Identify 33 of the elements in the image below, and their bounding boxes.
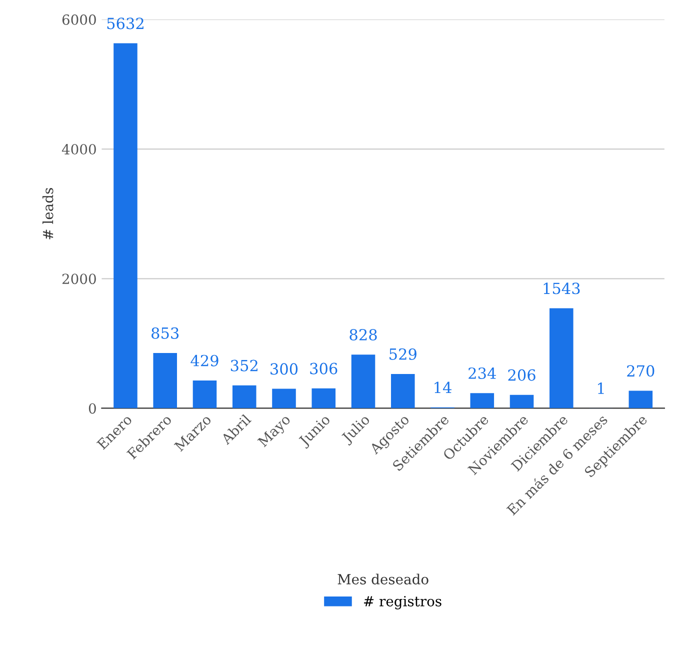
bar [390, 374, 415, 408]
y-tick-label: 2000 [62, 274, 96, 284]
bar [628, 390, 653, 408]
y-tick-label: 0 [88, 403, 96, 414]
data-label: 14 [434, 382, 452, 394]
data-label: 1543 [544, 282, 580, 294]
data-label: 234 [468, 367, 496, 380]
data-label: 306 [310, 362, 338, 374]
data-label: 352 [230, 360, 258, 372]
data-label: 828 [350, 328, 377, 341]
bar [153, 352, 177, 408]
data-label: 5632 [107, 18, 144, 30]
data-label: 270 [627, 365, 654, 377]
y-tick-label: 6000 [62, 14, 96, 25]
bar [550, 308, 574, 408]
bar [470, 393, 494, 408]
bar [192, 380, 217, 408]
data-label: 853 [152, 327, 179, 339]
bar [272, 388, 296, 408]
x-axis-title: Mes deseado [338, 574, 428, 584]
bar [510, 394, 534, 408]
y-tick-label: 4000 [62, 144, 96, 155]
data-label: 429 [190, 354, 218, 366]
bar [312, 388, 336, 408]
data-label: 1 [598, 382, 604, 394]
data-label: 300 [270, 363, 298, 375]
legend-label: # registros [364, 596, 442, 610]
y-axis-title: # leads [42, 188, 54, 240]
bar [232, 385, 256, 408]
data-label: 529 [390, 348, 416, 360]
bar [114, 43, 138, 408]
bar [351, 354, 376, 408]
data-label: 206 [508, 369, 536, 381]
